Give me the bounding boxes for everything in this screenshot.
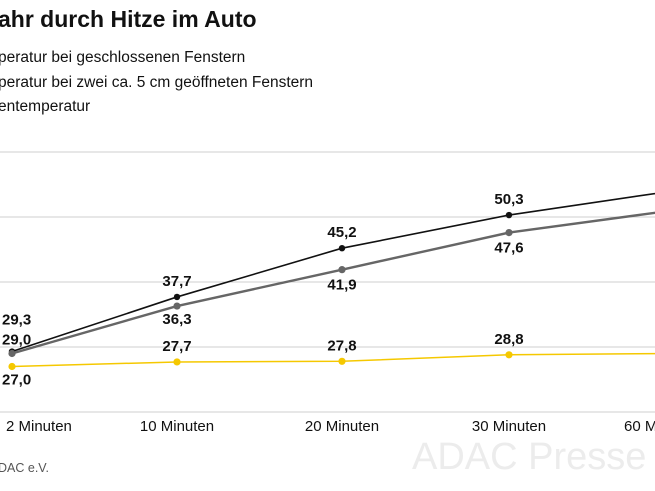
data-point <box>338 357 346 365</box>
x-tick-label: 10 Minuten <box>140 418 214 435</box>
data-point <box>505 211 513 219</box>
series-line-2 <box>11 352 655 368</box>
data-point <box>173 302 181 310</box>
data-label: 47,6 <box>494 240 523 257</box>
data-label: 45,2 <box>327 224 356 241</box>
x-tick-label: 60 M <box>624 418 655 435</box>
data-point <box>173 293 181 301</box>
data-label: 27,0 <box>2 372 31 389</box>
data-label: 50,3 <box>494 191 523 208</box>
data-point <box>338 266 346 274</box>
data-label: 41,9 <box>327 277 356 294</box>
data-label: 27,7 <box>162 338 191 355</box>
data-point <box>505 229 513 237</box>
watermark: ADAC Presse <box>412 436 647 478</box>
data-label: 29,3 <box>2 312 31 329</box>
data-label: 29,0 <box>2 332 31 349</box>
legend-open-windows: peratur bei zwei ca. 5 cm geöffneten Fen… <box>0 74 314 91</box>
data-label: 27,8 <box>327 337 356 354</box>
data-point <box>173 358 181 366</box>
x-tick-label: 30 Minuten <box>472 418 546 435</box>
data-label: 37,7 <box>162 273 191 290</box>
data-label: 36,3 <box>162 311 191 328</box>
data-point <box>505 351 513 359</box>
x-tick-label: 20 Minuten <box>305 418 379 435</box>
legend-outside-temperature: entemperatur <box>0 98 91 115</box>
x-tick-label: 2 Minuten <box>6 418 72 435</box>
chart-title: ahr durch Hitze im Auto <box>0 6 257 32</box>
source-credit: DAC e.V. <box>0 461 49 475</box>
data-point <box>338 245 346 252</box>
data-point <box>8 349 16 358</box>
data-point <box>8 362 16 371</box>
data-label: 28,8 <box>494 331 523 348</box>
legend-closed-windows: peratur bei geschlossenen Fenstern <box>0 49 246 66</box>
